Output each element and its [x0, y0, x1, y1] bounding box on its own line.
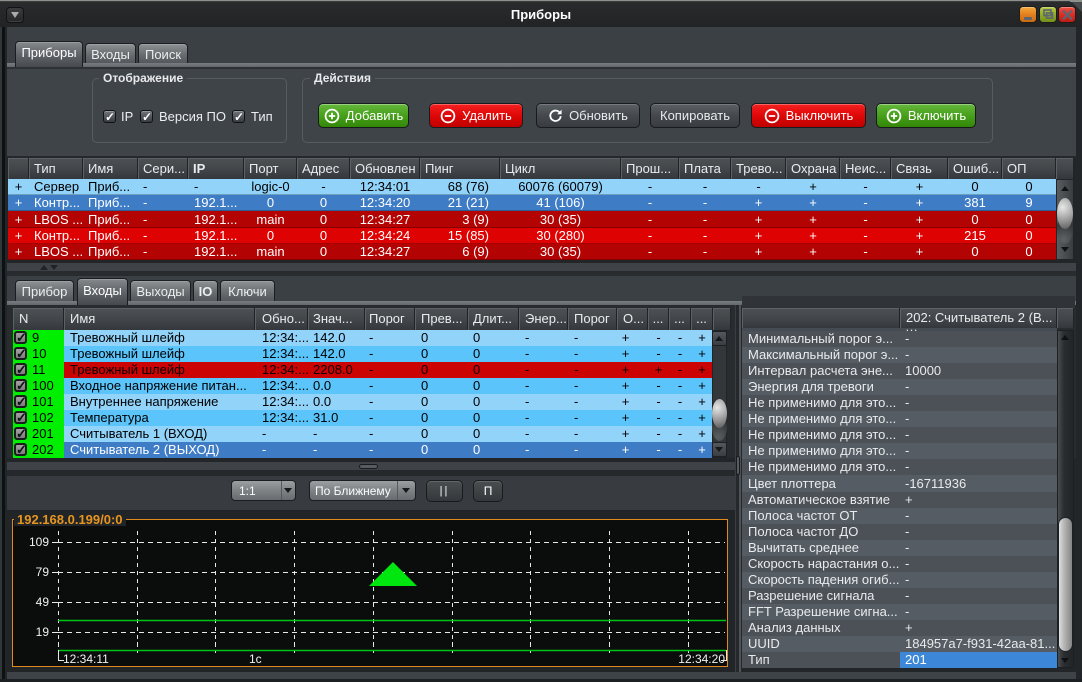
- svg-text:12:34:20: 12:34:20: [678, 652, 725, 666]
- svg-text:49: 49: [36, 595, 50, 609]
- svg-text:19: 19: [36, 625, 50, 639]
- svg-text:79: 79: [36, 565, 50, 579]
- svg-text:109: 109: [29, 535, 49, 549]
- svg-text:1с: 1с: [249, 652, 262, 666]
- svg-text:12:34:11: 12:34:11: [63, 652, 109, 666]
